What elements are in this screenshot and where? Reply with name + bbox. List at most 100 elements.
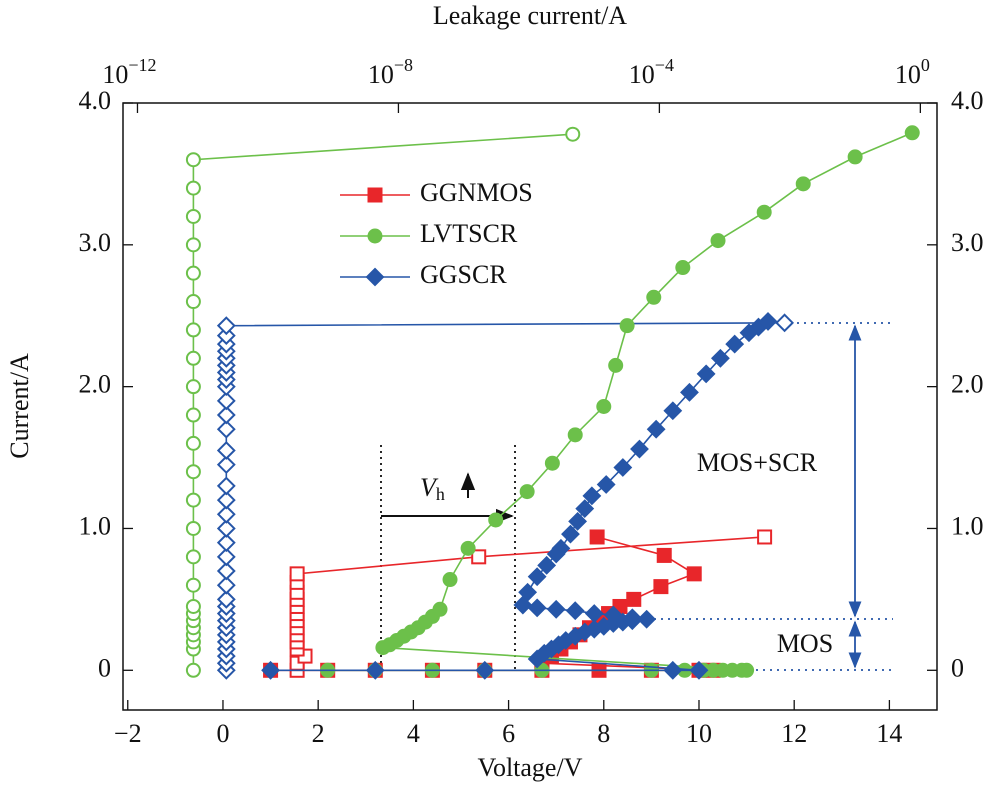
marker — [567, 427, 583, 443]
y-tick-label: 4.0 — [79, 86, 112, 115]
marker — [216, 455, 236, 475]
marker — [185, 407, 201, 423]
y-tick-label: 1.0 — [79, 511, 112, 540]
marker — [646, 289, 662, 305]
marker — [619, 318, 635, 334]
marker — [696, 364, 716, 384]
marker — [216, 490, 236, 510]
x-tick-label: 6 — [502, 719, 515, 748]
marker — [656, 547, 672, 563]
marker — [710, 233, 726, 249]
marker — [216, 561, 236, 581]
marker — [622, 608, 642, 628]
y-tick-label: 2.0 — [79, 370, 112, 399]
marker — [758, 311, 778, 331]
marker — [675, 260, 691, 276]
marker — [216, 589, 236, 609]
marker — [185, 464, 201, 480]
legend-label: GGSCR — [420, 260, 507, 289]
marker — [185, 208, 201, 224]
marker — [216, 533, 236, 553]
marker — [637, 609, 657, 629]
x2-tick-label: 100 — [895, 55, 930, 89]
marker — [626, 591, 642, 607]
x2-tick-base: 10 — [368, 60, 394, 89]
marker — [613, 458, 633, 477]
marker — [216, 326, 236, 346]
marker — [216, 419, 236, 439]
marker — [216, 519, 236, 538]
marker — [216, 547, 236, 567]
vh-subscript: h — [436, 484, 445, 504]
marker — [185, 549, 201, 565]
marker — [185, 152, 201, 168]
marker — [663, 401, 683, 421]
y-tick-label-right: 2.0 — [951, 370, 984, 399]
marker — [596, 399, 612, 414]
x2-tick-base: 10 — [629, 60, 655, 89]
marker — [185, 662, 201, 678]
legend-marker — [367, 228, 383, 244]
marker — [904, 125, 920, 141]
marker — [185, 294, 201, 310]
series — [185, 126, 581, 678]
legend-label: GGNMOS — [420, 178, 533, 207]
marker — [725, 334, 745, 354]
plot-frame — [122, 102, 938, 711]
marker — [365, 660, 385, 680]
series — [216, 313, 795, 680]
marker — [185, 180, 201, 196]
marker — [185, 265, 201, 281]
x2-tick-label: 10−12 — [102, 55, 156, 89]
vh-text: V — [420, 473, 439, 502]
marker — [471, 549, 487, 565]
marker — [185, 350, 201, 366]
marker — [216, 405, 236, 425]
marker — [847, 149, 863, 165]
marker — [608, 357, 624, 373]
series-line — [327, 132, 913, 672]
legend-label: LVTSCR — [420, 219, 518, 248]
legend-marker — [365, 267, 385, 287]
legend-marker — [367, 187, 383, 203]
marker — [680, 382, 699, 402]
marker — [756, 204, 772, 220]
marker — [185, 520, 201, 536]
x2-tick-exponent: −4 — [655, 55, 674, 75]
marker — [185, 435, 201, 451]
x-axis-title: Voltage/V — [478, 753, 583, 782]
marker — [544, 455, 560, 471]
marker — [518, 582, 538, 602]
y-tick-label-right: 3.0 — [951, 228, 984, 257]
series-line — [296, 536, 765, 671]
marker — [475, 660, 495, 680]
x-tick-label: 10 — [686, 719, 712, 748]
marker — [513, 595, 533, 615]
marker — [185, 577, 201, 593]
series-line — [270, 320, 769, 672]
y-axis-title: Current/A — [5, 353, 34, 459]
marker — [185, 379, 201, 395]
x2-tick-base: 10 — [895, 60, 921, 89]
marker — [289, 566, 305, 582]
annotation-lines — [380, 322, 893, 671]
marker — [589, 529, 605, 545]
marker — [460, 540, 476, 556]
y-tick-label-right: 1.0 — [951, 511, 984, 540]
marker — [757, 529, 773, 545]
marker — [551, 538, 571, 558]
marker — [488, 512, 504, 528]
series-line — [270, 536, 714, 672]
marker — [663, 660, 683, 680]
marker — [261, 660, 280, 680]
marker — [185, 492, 201, 508]
series — [261, 311, 778, 680]
marker — [216, 575, 236, 595]
x-tick-label: 0 — [216, 719, 229, 748]
marker — [527, 598, 547, 618]
vh-label: Vh — [420, 473, 445, 504]
marker — [216, 504, 236, 524]
x2-tick-exponent: −12 — [128, 55, 156, 75]
marker — [216, 476, 236, 496]
